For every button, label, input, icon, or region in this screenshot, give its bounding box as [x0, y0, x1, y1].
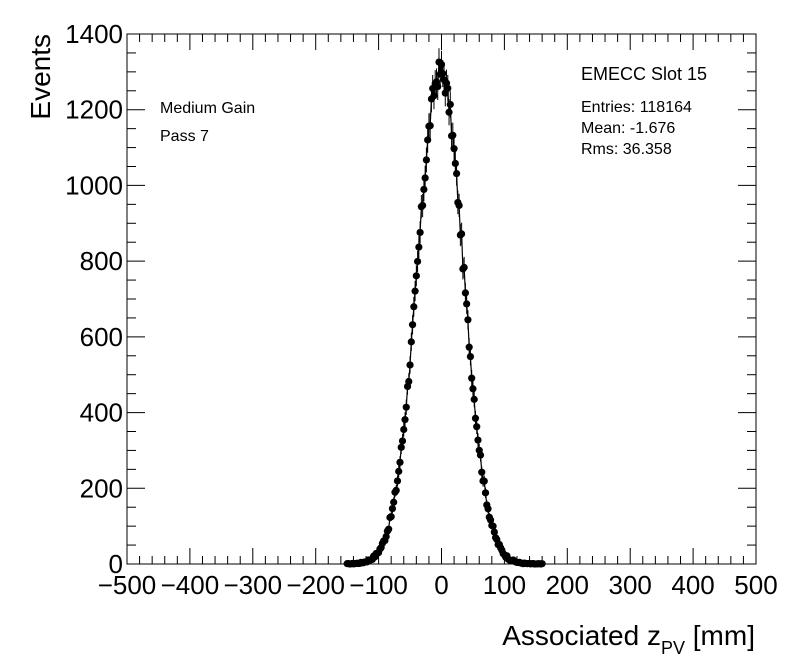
data-point [382, 532, 390, 541]
x-tick-label: −200 [286, 570, 345, 600]
data-point [452, 169, 461, 178]
x-tick-label: 300 [609, 570, 652, 600]
data-point [408, 321, 417, 329]
data-point [426, 122, 434, 130]
data-point [406, 361, 414, 369]
data-point [412, 272, 420, 280]
data-point [458, 230, 466, 238]
data-point [388, 504, 397, 513]
y-tick-label: 1000 [65, 170, 123, 200]
data-point [460, 263, 468, 272]
data-point [387, 513, 395, 521]
data-point [484, 505, 492, 513]
data-point [434, 83, 442, 91]
x-tick-label: 100 [483, 570, 526, 600]
data-point [446, 100, 454, 109]
data-point [476, 451, 485, 459]
data-point [398, 437, 407, 445]
data-point [405, 377, 413, 386]
data-point [490, 528, 498, 536]
data-point [471, 414, 480, 422]
data-point [402, 403, 410, 411]
annotation-pass: Pass 7 [160, 128, 209, 145]
y-axis-title: Events [25, 34, 56, 120]
data-point [463, 300, 471, 308]
data-point [397, 443, 405, 451]
data-point [465, 343, 473, 351]
data-point [464, 316, 472, 324]
series-line [347, 61, 543, 565]
data-point [486, 516, 495, 524]
y-tick-label: 0 [109, 549, 123, 579]
data-point [466, 352, 475, 361]
data-point [450, 145, 458, 153]
y-tick-label: 400 [80, 398, 123, 428]
data-point [410, 303, 418, 311]
y-tick-label: 200 [80, 473, 123, 503]
stats-title: EMECC Slot 15 [581, 64, 707, 84]
x-tick-label: 200 [546, 570, 589, 600]
data-point [407, 338, 415, 346]
data-point [430, 92, 438, 100]
y-tick-label: 800 [80, 246, 123, 276]
data-point [480, 477, 488, 485]
x-axis-title: Associated zPV [mm] [502, 620, 755, 658]
y-tick-label: 1200 [65, 95, 123, 125]
data-point [396, 458, 404, 466]
x-axis-title-sub: PV [661, 638, 685, 658]
data-series [343, 48, 546, 568]
data-point [469, 385, 477, 393]
data-point [385, 525, 393, 533]
data-point [413, 257, 422, 266]
data-point [421, 174, 429, 182]
data-point [444, 84, 452, 92]
x-tick-label: −500 [98, 570, 157, 600]
data-point [401, 416, 409, 424]
data-point [411, 287, 419, 295]
y-axis-ticks: 0 200 400 600 800 1000 1200 1400 [65, 19, 756, 579]
x-axis-ticks: −500 −400 −300 −200 −100 0 100 200 300 400 500 [98, 34, 778, 600]
x-axis-title-main: Associated z [502, 620, 661, 651]
data-point [419, 201, 427, 210]
stats-rms: Rms: 36.358 [581, 141, 672, 158]
stats-entries: Entries: 118164 [581, 99, 692, 116]
data-point [473, 423, 481, 431]
data-point [424, 136, 432, 144]
data-point [415, 243, 423, 251]
data-point [489, 522, 497, 530]
x-tick-label: 0 [434, 570, 448, 600]
data-point [393, 477, 402, 485]
data-point [455, 201, 463, 210]
x-tick-label: 400 [671, 570, 714, 600]
data-point [422, 156, 431, 164]
stats-mean: Mean: -1.676 [581, 120, 675, 137]
data-point [395, 467, 403, 475]
x-tick-label: −300 [224, 570, 283, 600]
x-axis-title-unit: [mm] [685, 620, 755, 651]
data-point [439, 69, 447, 78]
data-point [474, 436, 482, 444]
data-point [451, 159, 459, 168]
data-point [400, 425, 408, 434]
data-point [481, 489, 490, 497]
data-point [449, 131, 457, 139]
x-tick-label: −400 [161, 570, 220, 600]
data-point [538, 560, 546, 568]
x-tick-label: −100 [349, 570, 408, 600]
data-point [390, 498, 398, 506]
data-point [461, 289, 470, 297]
data-point [445, 108, 453, 116]
y-tick-label: 1400 [65, 19, 123, 49]
data-point [420, 185, 428, 194]
annotation-gain: Medium Gain [160, 100, 255, 117]
x-tick-label: 500 [734, 570, 777, 600]
y-tick-label: 600 [80, 322, 123, 352]
data-point [478, 468, 486, 476]
data-point [416, 228, 424, 237]
data-point [470, 395, 478, 403]
data-point [437, 60, 446, 69]
data-point [468, 374, 476, 382]
data-point [392, 486, 400, 494]
